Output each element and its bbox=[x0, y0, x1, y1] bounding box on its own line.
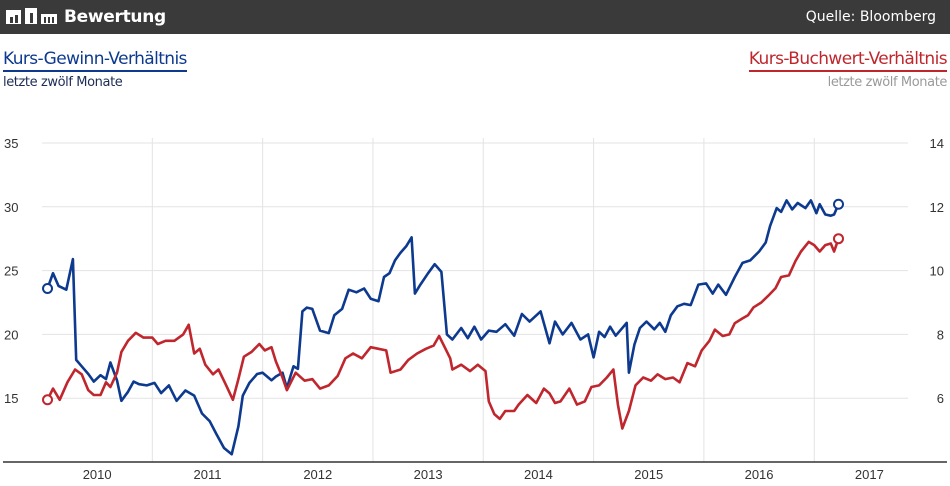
right-series-subtitle: letzte zwölf Monate bbox=[827, 75, 948, 90]
y-left-tick-label: 35 bbox=[4, 136, 18, 151]
legend-right: Kurs-Buchwert-Verhältnis letzte zwölf Mo… bbox=[748, 49, 948, 90]
y-right-tick-label: 10 bbox=[930, 264, 944, 279]
x-tick-label: 2015 bbox=[634, 467, 663, 482]
y-right-tick-label: 12 bbox=[930, 200, 944, 215]
left-series-subtitle: letzte zwölf Monate bbox=[3, 75, 123, 90]
kbv-end-marker bbox=[832, 233, 844, 245]
x-tick-label: 2012 bbox=[303, 467, 332, 482]
x-tick-label: 2017 bbox=[855, 467, 884, 482]
y-left-tick-label: 15 bbox=[4, 391, 18, 406]
x-tick-label: 2010 bbox=[83, 467, 112, 482]
kgv-start-marker bbox=[42, 282, 54, 294]
header-bar: Bewertung Quelle: Bloomberg bbox=[0, 0, 950, 34]
x-tick-label: 2014 bbox=[524, 467, 553, 482]
y-right-tick-label: 14 bbox=[930, 136, 944, 151]
y-left-tick-label: 20 bbox=[4, 327, 18, 342]
x-tick-label: 2016 bbox=[745, 467, 774, 482]
y-left-tick-label: 25 bbox=[4, 264, 18, 279]
right-series-title: Kurs-Buchwert-Verhältnis bbox=[748, 49, 948, 72]
legend-left: Kurs-Gewinn-Verhältnis letzte zwölf Mona… bbox=[3, 49, 187, 90]
kbv-start-marker bbox=[42, 394, 54, 406]
x-tick-label: 2013 bbox=[414, 467, 443, 482]
source-label: Quelle: Bloomberg bbox=[805, 9, 936, 25]
kbv-series-line bbox=[46, 238, 840, 430]
y-right-tick-label: 6 bbox=[937, 391, 944, 406]
page-title: Bewertung bbox=[64, 7, 166, 27]
kgv-series-line bbox=[46, 199, 840, 456]
y-left-tick-label: 30 bbox=[4, 200, 18, 215]
left-series-title: Kurs-Gewinn-Verhältnis bbox=[3, 49, 187, 72]
kgv-end-marker bbox=[832, 198, 844, 210]
bar-chart-logo-icon bbox=[6, 8, 57, 24]
y-right-tick-label: 8 bbox=[937, 327, 944, 342]
x-tick-label: 2011 bbox=[193, 467, 221, 482]
